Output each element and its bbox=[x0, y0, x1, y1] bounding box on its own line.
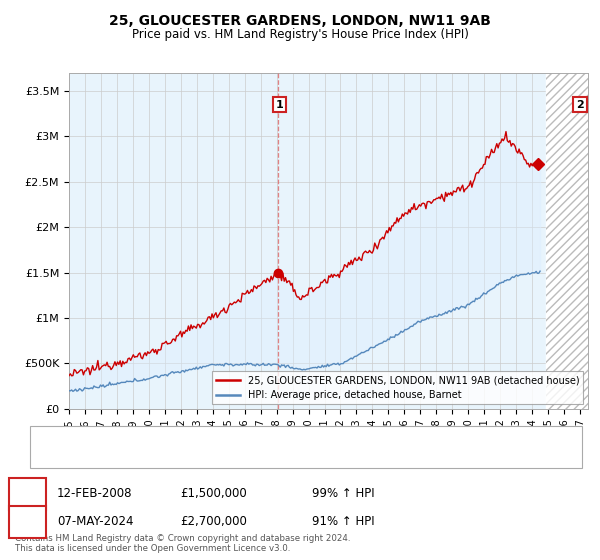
Text: 91% ↑ HPI: 91% ↑ HPI bbox=[312, 515, 374, 529]
Text: Contains HM Land Registry data © Crown copyright and database right 2024.
This d: Contains HM Land Registry data © Crown c… bbox=[15, 534, 350, 553]
Text: £1,500,000: £1,500,000 bbox=[180, 487, 247, 501]
Text: 1: 1 bbox=[23, 487, 32, 501]
Text: 25, GLOUCESTER GARDENS, LONDON, NW11 9AB: 25, GLOUCESTER GARDENS, LONDON, NW11 9AB bbox=[109, 14, 491, 28]
Legend: 25, GLOUCESTER GARDENS, LONDON, NW11 9AB (detached house), HPI: Average price, d: 25, GLOUCESTER GARDENS, LONDON, NW11 9AB… bbox=[212, 371, 583, 404]
Text: £2,700,000: £2,700,000 bbox=[180, 515, 247, 529]
Text: HPI: Average price, detached house, Barnet: HPI: Average price, detached house, Barn… bbox=[87, 450, 315, 460]
Text: 99% ↑ HPI: 99% ↑ HPI bbox=[312, 487, 374, 501]
Text: 25, GLOUCESTER GARDENS, LONDON, NW11 9AB (detached house): 25, GLOUCESTER GARDENS, LONDON, NW11 9AB… bbox=[87, 435, 440, 445]
Text: 1: 1 bbox=[276, 100, 284, 110]
Text: Price paid vs. HM Land Registry's House Price Index (HPI): Price paid vs. HM Land Registry's House … bbox=[131, 28, 469, 41]
Text: 2: 2 bbox=[576, 100, 584, 110]
Bar bbox=[547, 73, 588, 409]
Bar bbox=[547, 73, 588, 409]
Text: 2: 2 bbox=[23, 515, 32, 529]
Text: 07-MAY-2024: 07-MAY-2024 bbox=[57, 515, 133, 529]
Text: 12-FEB-2008: 12-FEB-2008 bbox=[57, 487, 133, 501]
